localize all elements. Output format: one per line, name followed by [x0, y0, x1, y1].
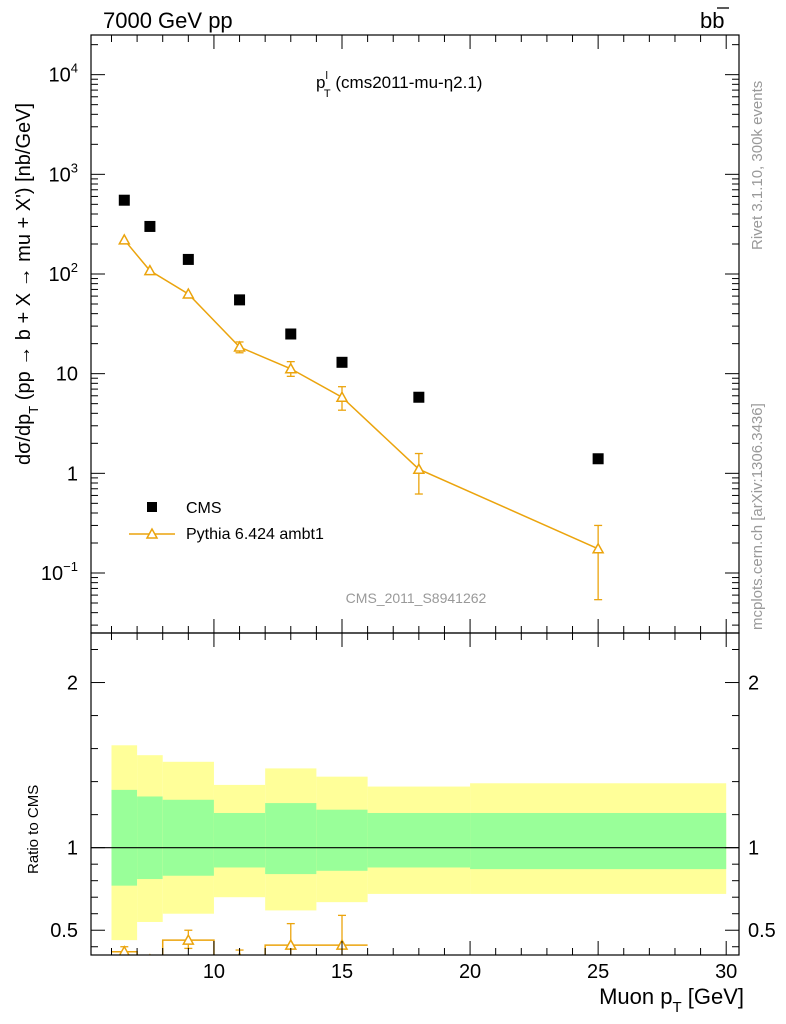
- y-tick-label: 103: [49, 160, 78, 186]
- y-tick-label: 102: [49, 260, 78, 286]
- svg-text:bb: bb: [700, 8, 725, 33]
- cms-point: [118, 194, 130, 206]
- header-collision-label: 7000 GeV pp: [103, 8, 233, 33]
- ratio-y-tick-label-right: 0.5: [748, 920, 776, 942]
- pythia-point: [118, 233, 131, 245]
- legend-marker-pythia: [145, 527, 159, 539]
- y-tick-label: 104: [49, 61, 78, 87]
- pythia-point: [233, 340, 246, 352]
- ratio-panel: 0.5 0.5 1 1 2 2 10 15 20 25 30 Ratio to CMS Muon p…: [25, 632, 776, 1016]
- x-axis-label: Muon pT [GeV]: [599, 984, 744, 1016]
- ratio-inner-band: [316, 809, 368, 871]
- ratio-y-tick-label-left: 2: [67, 673, 78, 695]
- pythia-point: [143, 264, 157, 276]
- main-axis-ticks: [91, 35, 739, 633]
- ratio-plot-frame: [90, 632, 740, 956]
- ratio-tick-labels: 0.5 0.5 1 1 2 2 10 15 20 25 30: [50, 673, 776, 983]
- cms-point: [144, 220, 156, 232]
- cms-point: [336, 356, 348, 368]
- cms-point: [413, 391, 425, 403]
- pythia-series-line: [123, 239, 599, 550]
- ratio-point: [182, 933, 195, 945]
- legend-marker-cms: [147, 502, 157, 512]
- ratio-inner-band: [111, 789, 138, 886]
- x-tick-label: 15: [331, 961, 353, 983]
- pythia-point: [412, 462, 426, 474]
- header-process-label: bb: [700, 7, 729, 33]
- cms-point: [592, 453, 604, 465]
- ratio-y-tick-label-left: 1: [67, 838, 78, 860]
- legend-label-cms: CMS: [186, 500, 222, 517]
- main-plot-title: pl T (cms2011-mu-η2.1): [316, 70, 482, 100]
- ratio-inner-band: [470, 812, 727, 870]
- ratio-y-tick-label-right: 2: [748, 673, 759, 695]
- legend-label-pythia: Pythia 6.424 ambt1: [186, 526, 324, 543]
- ratio-axis-ticks: [91, 633, 739, 955]
- x-tick-label: 25: [587, 961, 609, 983]
- pythia-point: [182, 287, 195, 299]
- cms-point: [285, 328, 297, 340]
- analysis-watermark: CMS_2011_S8941262: [346, 590, 487, 606]
- main-plot-frame: [90, 34, 740, 634]
- legend: CMS Pythia 6.424 ambt1: [129, 500, 324, 543]
- y-tick-label: 1: [67, 463, 78, 485]
- ratio-y-tick-label-left: 0.5: [50, 920, 78, 942]
- cms-point: [182, 253, 194, 265]
- ratio-inner-band: [137, 796, 163, 880]
- cms-point: [234, 294, 246, 306]
- main-y-axis-label: dσ/dpT (pp → b + X → mu + X') [nb/GeV]: [13, 103, 41, 465]
- ratio-inner-band: [265, 803, 317, 875]
- x-tick-label: 30: [715, 961, 737, 983]
- ratio-y-axis-label: Ratio to CMS: [25, 785, 42, 874]
- ratio-y-tick-label-right: 1: [748, 838, 759, 860]
- ratio-mc-line: [111, 939, 368, 955]
- x-tick-label: 20: [459, 961, 481, 983]
- x-tick-label: 10: [203, 961, 225, 983]
- ratio-point: [118, 945, 130, 955]
- rivet-version-label: Rivet 3.1.10, 300k events: [749, 81, 766, 250]
- y-tick-label: 10: [56, 364, 78, 386]
- pythia-point: [284, 362, 298, 374]
- ratio-inner-band: [213, 812, 266, 868]
- ratio-inner-band: [162, 799, 214, 876]
- pythia-point: [591, 542, 605, 554]
- pythia-point: [335, 390, 349, 402]
- ratio-point: [149, 953, 151, 955]
- mcplots-reference-label: mcplots.cern.ch [arXiv:1306.3436]: [749, 403, 766, 630]
- ratio-inner-band: [367, 812, 471, 868]
- y-tick-label: 10−1: [41, 559, 78, 585]
